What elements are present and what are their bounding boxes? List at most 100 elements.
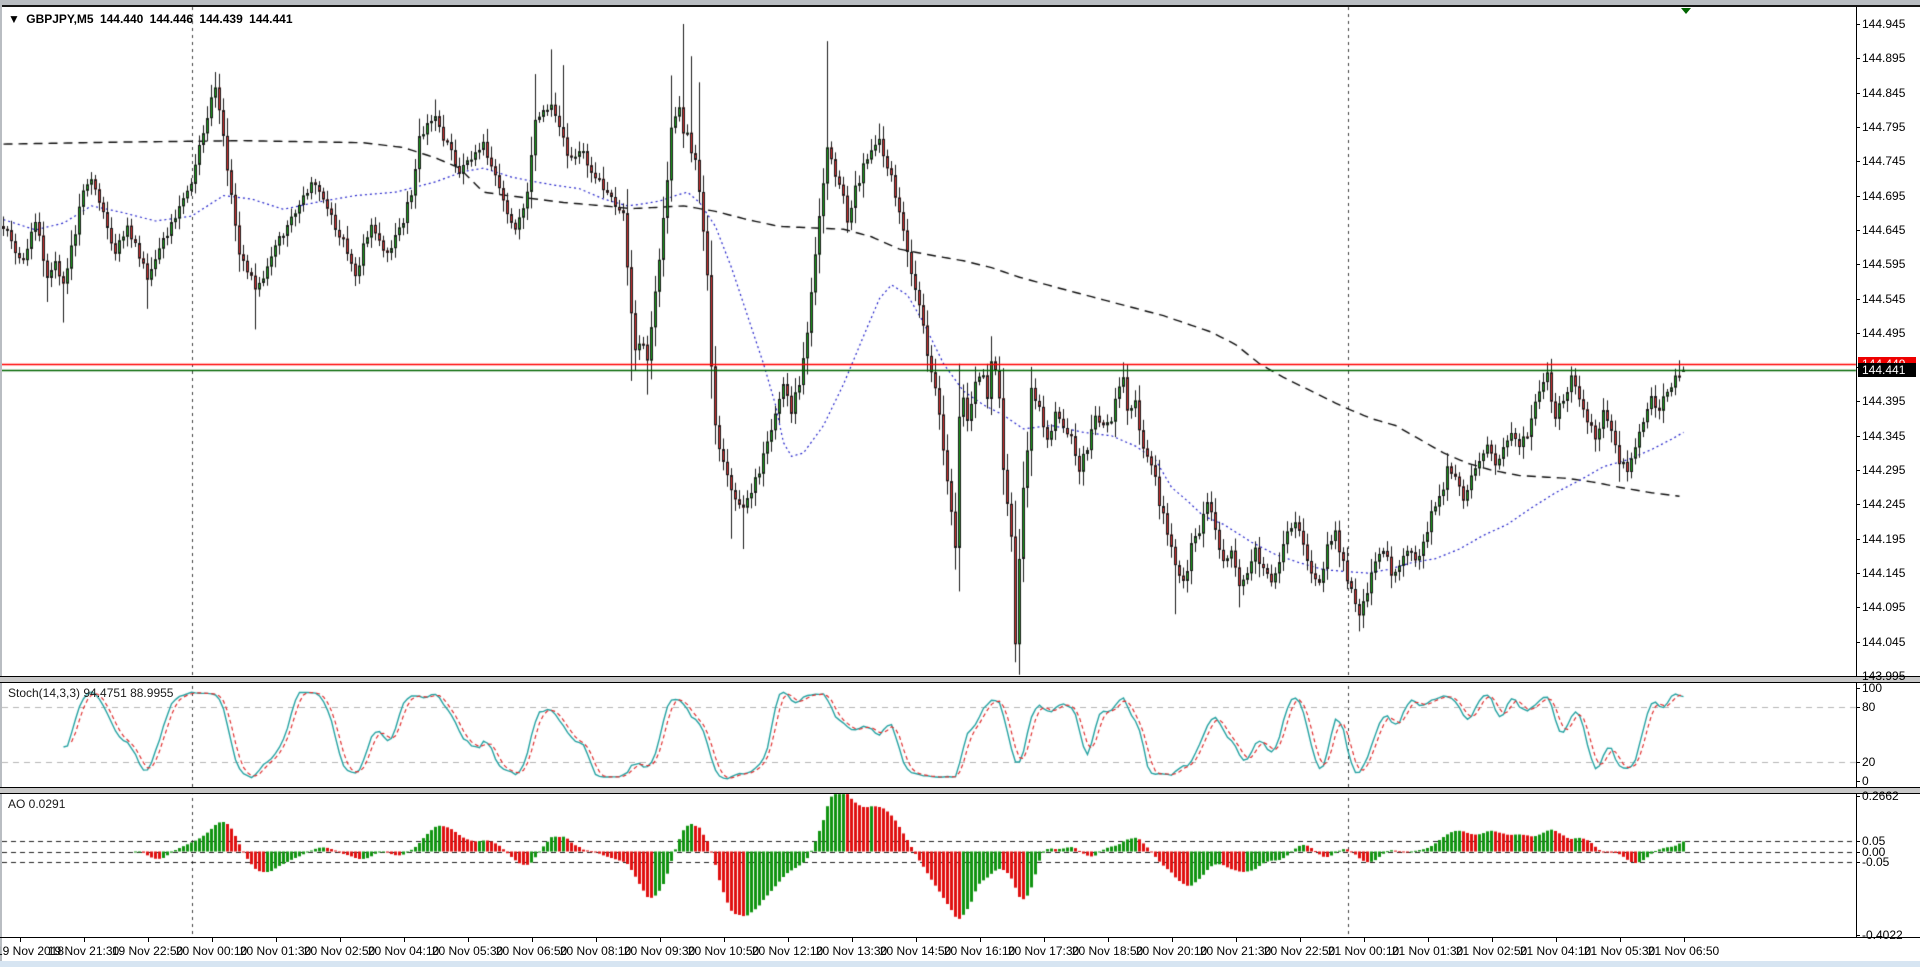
- current-bar-marker-icon: [1681, 8, 1691, 14]
- time-label: 20 Nov 08:10: [559, 944, 632, 958]
- time-label: 20 Nov 16:10: [943, 944, 1016, 958]
- time-tick: [1043, 938, 1045, 942]
- ao-scale-label: 0.00: [1855, 844, 1886, 859]
- stoch-scale-label: 20: [1855, 755, 1876, 770]
- symbol-period-label: GBPJPY,M5: [26, 12, 94, 26]
- time-tick: [1555, 938, 1557, 942]
- window-bottom-border: [0, 961, 1920, 967]
- time-tick: [979, 938, 981, 942]
- price-tick-label: 144.145: [1855, 566, 1906, 581]
- time-label: 20 Nov 02:50: [303, 944, 376, 958]
- time-label: 20 Nov 14:50: [879, 944, 952, 958]
- stoch-scale-label: 0: [1856, 774, 1869, 788]
- time-tick: [1107, 938, 1109, 942]
- price-tick-label: 144.095: [1855, 600, 1906, 615]
- time-tick: [467, 938, 469, 942]
- time-label: 20 Nov 18:50: [1071, 944, 1144, 958]
- time-tick: [851, 938, 853, 942]
- time-tick: [1619, 938, 1621, 942]
- time-tick: [659, 938, 661, 942]
- price-tick-label: 144.195: [1855, 531, 1906, 546]
- time-tick: [403, 938, 405, 942]
- time-label: 20 Nov 22:50: [1263, 944, 1336, 958]
- ao-scale-label: -0.05: [1855, 854, 1890, 869]
- time-tick: [1299, 938, 1301, 942]
- bid-price-flag: 144.441: [1858, 362, 1916, 377]
- price-tick-label: 144.345: [1855, 428, 1906, 443]
- time-label: 20 Nov 12:10: [751, 944, 824, 958]
- quote-open: 144.440: [99, 12, 144, 26]
- window-left-border: [0, 0, 2, 967]
- time-tick: [915, 938, 917, 942]
- time-label: 20 Nov 17:30: [1007, 944, 1080, 958]
- time-axis-divider: [0, 937, 1920, 938]
- time-label: 21 Nov 00:10: [1327, 944, 1400, 958]
- time-tick: [147, 938, 149, 942]
- price-tick-label: 144.895: [1855, 51, 1906, 66]
- quote-close: 144.441: [249, 12, 293, 26]
- price-tick-label: 144.645: [1855, 222, 1906, 237]
- time-label: 19 Nov 22:50: [111, 944, 184, 958]
- price-tick-label: 144.045: [1855, 634, 1906, 649]
- time-label: 20 Nov 13:30: [815, 944, 888, 958]
- time-label: 20 Nov 05:30: [431, 944, 504, 958]
- time-tick: [339, 938, 341, 942]
- time-label: 20 Nov 00:10: [175, 944, 248, 958]
- price-tick-label: 144.745: [1855, 154, 1906, 169]
- time-label: 21 Nov 04:10: [1519, 944, 1592, 958]
- window-top-border: [0, 0, 1920, 7]
- ao-indicator-label: AO 0.0291: [8, 797, 66, 811]
- time-tick: [787, 938, 789, 942]
- price-tick-label: 144.495: [1855, 325, 1906, 340]
- time-label: 21 Nov 06:50: [1647, 944, 1720, 958]
- time-label: 20 Nov 06:50: [495, 944, 568, 958]
- time-label: 20 Nov 10:50: [687, 944, 760, 958]
- time-tick: [1683, 938, 1685, 942]
- time-label: 20 Nov 20:10: [1135, 944, 1208, 958]
- ao-scale-label: -0.4022: [1856, 928, 1903, 943]
- time-tick: [1363, 938, 1365, 942]
- price-axis-divider: [1856, 7, 1857, 938]
- price-tick-label: 144.795: [1855, 119, 1906, 134]
- time-tick: [1235, 938, 1237, 942]
- quote-high: 144.446: [149, 12, 194, 26]
- ao-scale-label: 0.05: [1855, 834, 1886, 849]
- time-tick: [211, 938, 213, 942]
- ao-scale-label: 0.2662: [1856, 789, 1899, 804]
- price-tick-label: 144.395: [1855, 394, 1906, 409]
- stoch-indicator-label: Stoch(14,3,3) 94.4751 88.9955: [8, 686, 174, 700]
- time-tick: [531, 938, 533, 942]
- time-tick: [1427, 938, 1429, 942]
- price-tick-label: 144.845: [1855, 85, 1906, 100]
- price-tick-label: 143.995: [1855, 669, 1906, 683]
- stoch-scale-label: 80: [1855, 699, 1876, 714]
- price-tick-label: 144.595: [1855, 257, 1906, 272]
- time-label: 19 Nov 21:30: [47, 944, 120, 958]
- time-label: 20 Nov 21:30: [1199, 944, 1272, 958]
- time-tick: [723, 938, 725, 942]
- price-tick-label: 144.245: [1855, 497, 1906, 512]
- time-tick: [595, 938, 597, 942]
- time-tick: [1171, 938, 1173, 942]
- pane-separator-stoch-ao[interactable]: [0, 787, 1920, 794]
- symbol-dropdown-icon[interactable]: ▼: [8, 12, 20, 26]
- quote-low: 144.439: [199, 12, 243, 26]
- price-tick-label: 144.295: [1855, 463, 1906, 478]
- price-tick-label: 144.695: [1855, 188, 1906, 203]
- time-label: 20 Nov 01:30: [239, 944, 312, 958]
- time-label: 20 Nov 09:30: [623, 944, 696, 958]
- time-tick: [83, 938, 85, 942]
- time-label: 21 Nov 01:30: [1391, 944, 1464, 958]
- price-tick-label: 144.945: [1855, 17, 1906, 31]
- time-tick: [1491, 938, 1493, 942]
- time-label: 20 Nov 04:10: [367, 944, 440, 958]
- time-label: 21 Nov 02:50: [1455, 944, 1528, 958]
- stoch-scale-label: 100: [1855, 681, 1883, 695]
- time-tick: [275, 938, 277, 942]
- pane-separator-main-stoch[interactable]: [0, 676, 1920, 683]
- time-tick: [19, 938, 21, 942]
- quote-header: ▼ GBPJPY,M5 144.440 144.446 144.439 144.…: [8, 12, 296, 26]
- time-label: 21 Nov 05:30: [1583, 944, 1656, 958]
